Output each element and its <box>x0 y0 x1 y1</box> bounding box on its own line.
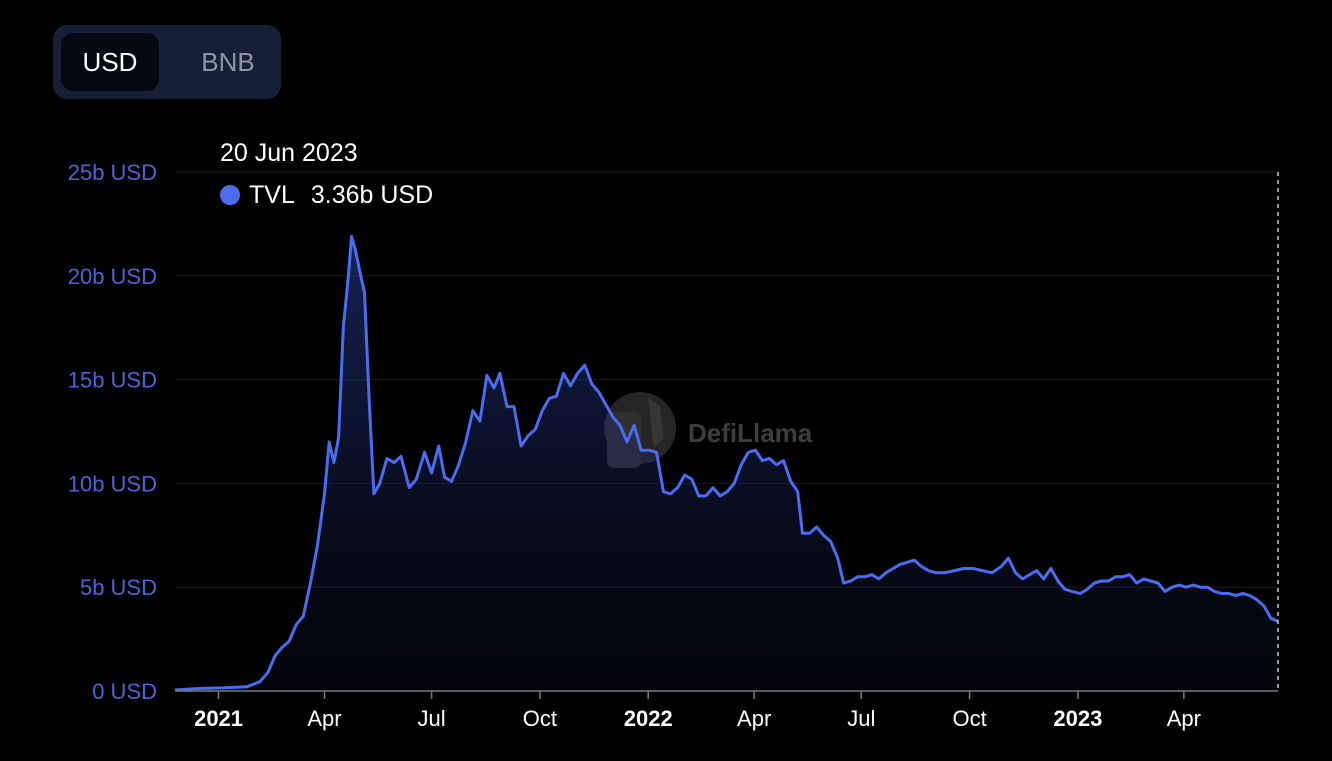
y-tick-label: 25b USD <box>68 160 157 185</box>
y-axis: 0 USD 5b USD 10b USD 15b USD 20b USD 25b USD <box>68 160 157 704</box>
y-tick-label: 15b USD <box>68 368 157 393</box>
chart-tooltip: 20 Jun 2023 TVL 3.36b USD <box>220 138 433 210</box>
x-tick-label: Apr <box>1167 706 1201 731</box>
currency-toggle: USD BNB <box>53 25 281 99</box>
tvl-area-fill <box>175 236 1278 691</box>
x-tick-label: 2021 <box>194 706 243 731</box>
tvl-series-line <box>174 234 1279 692</box>
tooltip-date: 20 Jun 2023 <box>220 139 358 167</box>
watermark-text: DefiLlama <box>688 418 813 448</box>
x-tick-label: 2023 <box>1053 706 1102 731</box>
usd-toggle-button[interactable]: USD <box>61 33 159 91</box>
y-tick-label: 10b USD <box>68 471 157 496</box>
bnb-toggle-button[interactable]: BNB <box>179 33 277 91</box>
x-axis: 2021 Apr Jul Oct 2022 Apr Jul Oct 2023 Apr <box>175 690 1278 731</box>
series-color-dot-icon <box>220 185 240 205</box>
x-tick-label: Apr <box>307 706 341 731</box>
x-tick-label: Jul <box>418 706 446 731</box>
y-tick-label: 20b USD <box>68 264 157 289</box>
tooltip-value: 3.36b USD <box>310 181 434 209</box>
tooltip-series-name: TVL <box>249 181 295 209</box>
x-tick-label: Oct <box>523 706 557 731</box>
x-tick-label: Apr <box>737 706 771 731</box>
x-tick-label: Oct <box>952 706 986 731</box>
x-tick-label: Jul <box>847 706 875 731</box>
tooltip-row: TVL 3.36b USD <box>220 180 433 210</box>
y-tick-label: 0 USD <box>92 679 157 704</box>
y-tick-label: 5b USD <box>80 575 157 600</box>
x-tick-label: 2022 <box>624 706 673 731</box>
